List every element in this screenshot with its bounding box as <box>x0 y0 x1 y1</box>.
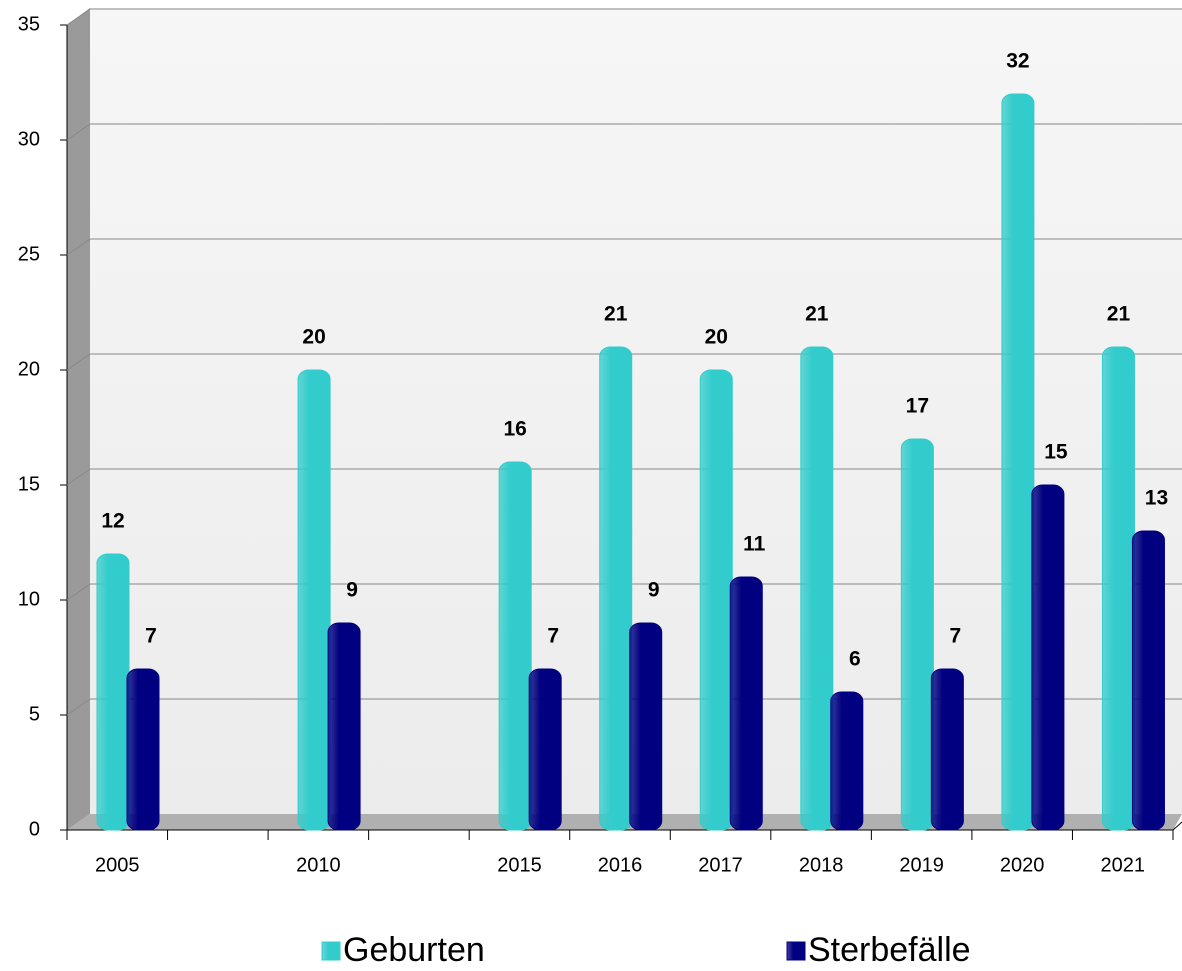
x-tick-label: 2019 <box>899 854 944 876</box>
value-label: 21 <box>1107 303 1131 326</box>
legend-swatch <box>321 941 341 961</box>
grid-line <box>66 8 91 26</box>
y-tick-label: 15 <box>18 473 40 495</box>
bar <box>96 553 130 831</box>
grid-line <box>66 468 91 486</box>
side-wall <box>67 8 90 830</box>
value-label: 6 <box>849 648 861 671</box>
value-label: 16 <box>504 418 527 441</box>
value-label: 20 <box>302 326 325 349</box>
bar <box>930 668 964 831</box>
value-label: 21 <box>604 303 628 326</box>
bar <box>498 461 532 831</box>
bar <box>297 369 331 831</box>
x-tick-label: 2010 <box>296 854 341 876</box>
bar <box>629 622 663 831</box>
y-tick-label: 0 <box>29 818 40 840</box>
y-tick-label: 5 <box>29 703 40 725</box>
value-label: 20 <box>705 326 728 349</box>
value-label: 9 <box>648 579 660 602</box>
bar <box>1101 346 1135 831</box>
value-label: 7 <box>950 625 962 648</box>
y-tick-label: 25 <box>18 243 40 265</box>
x-tick-label: 2005 <box>95 854 140 876</box>
y-tick-label: 35 <box>18 13 40 35</box>
value-label: 12 <box>101 510 124 533</box>
bar <box>900 438 934 831</box>
value-label: 17 <box>906 395 929 418</box>
value-label: 7 <box>547 625 559 648</box>
grid-line <box>66 698 91 716</box>
bar <box>800 346 834 831</box>
y-tick-label: 10 <box>18 588 40 610</box>
x-tick-label: 2015 <box>497 854 542 876</box>
x-tick-label: 2021 <box>1100 854 1145 876</box>
x-tick-label: 2018 <box>799 854 844 876</box>
legend-swatch <box>786 941 806 961</box>
value-label: 32 <box>1006 50 1029 73</box>
value-label: 9 <box>346 579 358 602</box>
bar <box>126 668 160 831</box>
bar <box>1001 93 1035 831</box>
bar <box>1031 484 1065 831</box>
bar <box>830 691 864 831</box>
grid-line <box>66 123 91 141</box>
x-tick-label: 2016 <box>598 854 643 876</box>
value-label: 15 <box>1044 441 1068 464</box>
legend-label: Sterbefälle <box>808 931 971 969</box>
y-tick-label: 20 <box>18 358 40 380</box>
x-tick-label: 2020 <box>1000 854 1045 876</box>
legend-label: Geburten <box>343 931 485 969</box>
value-label: 7 <box>145 625 157 648</box>
bar <box>699 369 733 831</box>
bar <box>327 622 361 831</box>
y-tick-label: 30 <box>18 128 40 150</box>
bar <box>599 346 633 831</box>
x-tick-label: 2017 <box>698 854 743 876</box>
grid-line <box>66 353 91 371</box>
bar <box>1131 530 1165 831</box>
value-label: 21 <box>805 303 829 326</box>
x-axis-end <box>1172 821 1182 831</box>
grid-line <box>66 238 91 256</box>
bar <box>528 668 562 831</box>
grid-line <box>66 583 91 601</box>
value-label: 13 <box>1145 487 1168 510</box>
bar <box>729 576 763 831</box>
value-label: 11 <box>743 533 766 556</box>
